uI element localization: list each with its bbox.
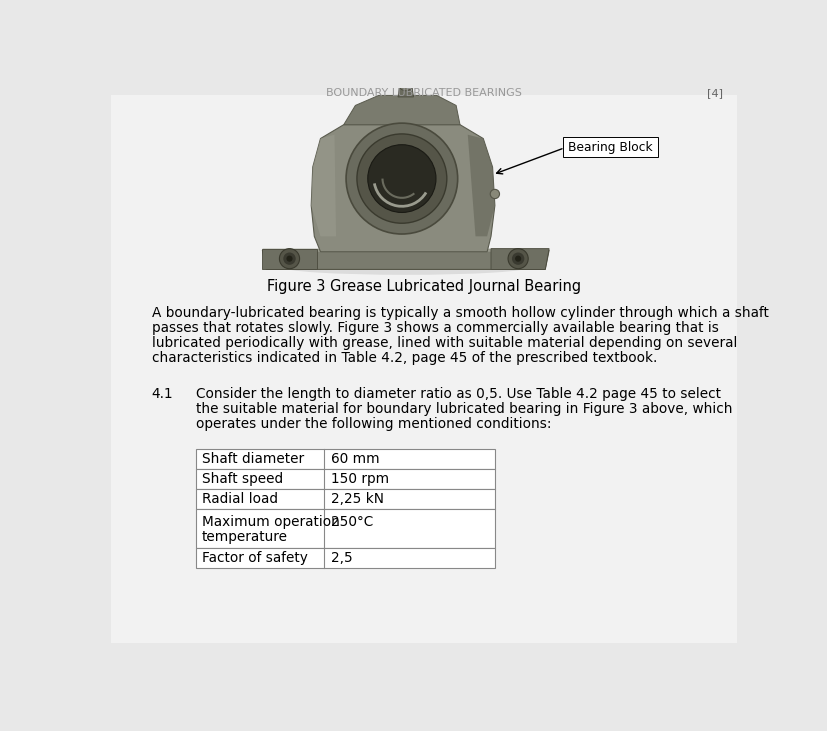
Ellipse shape — [281, 260, 529, 275]
Circle shape — [367, 145, 436, 213]
Circle shape — [508, 249, 528, 269]
Polygon shape — [262, 249, 316, 270]
Bar — [196, 548, 495, 568]
Polygon shape — [343, 96, 460, 125]
Text: temperature: temperature — [202, 531, 288, 545]
Bar — [196, 450, 495, 469]
Text: lubricated periodically with grease, lined with suitable material depending on s: lubricated periodically with grease, lin… — [151, 336, 736, 349]
Bar — [196, 469, 495, 489]
Text: 2,25 kN: 2,25 kN — [330, 492, 383, 507]
Bar — [196, 489, 495, 510]
Circle shape — [356, 134, 447, 223]
Text: 60 mm: 60 mm — [330, 452, 379, 466]
Text: Shaft speed: Shaft speed — [202, 472, 283, 486]
Text: Radial load: Radial load — [202, 492, 278, 507]
Circle shape — [279, 249, 299, 269]
Circle shape — [399, 77, 412, 91]
Text: the suitable material for boundary lubricated bearing in Figure 3 above, which: the suitable material for boundary lubri… — [196, 402, 732, 416]
Polygon shape — [311, 135, 336, 236]
Text: Bearing Block: Bearing Block — [567, 140, 652, 154]
Text: Shaft diameter: Shaft diameter — [202, 452, 304, 466]
Text: passes that rotates slowly. Figure 3 shows a commercially available bearing that: passes that rotates slowly. Figure 3 sho… — [151, 321, 718, 335]
Text: 250°C: 250°C — [330, 515, 372, 529]
Text: Figure 3 Grease Lubricated Journal Bearing: Figure 3 Grease Lubricated Journal Beari… — [267, 279, 581, 295]
Text: 2,5: 2,5 — [330, 550, 352, 565]
Text: 4.1: 4.1 — [151, 387, 173, 401]
FancyBboxPatch shape — [562, 137, 657, 157]
Text: Consider the length to diameter ratio as 0,5. Use Table 4.2 page 45 to select: Consider the length to diameter ratio as… — [196, 387, 720, 401]
Polygon shape — [262, 250, 548, 270]
Circle shape — [346, 123, 457, 234]
Circle shape — [286, 256, 292, 262]
Polygon shape — [262, 249, 548, 251]
Text: Factor of safety: Factor of safety — [202, 550, 308, 565]
Text: BOUNDARY LUBRICATED BEARINGS: BOUNDARY LUBRICATED BEARINGS — [326, 88, 522, 98]
Polygon shape — [490, 249, 548, 270]
Circle shape — [283, 252, 295, 265]
Text: characteristics indicated in Table 4.2, page 45 of the prescribed textbook.: characteristics indicated in Table 4.2, … — [151, 351, 656, 365]
Text: operates under the following mentioned conditions:: operates under the following mentioned c… — [196, 417, 552, 431]
Text: Maximum operation: Maximum operation — [202, 515, 339, 529]
Text: [4]: [4] — [706, 88, 723, 98]
Text: 150 rpm: 150 rpm — [330, 472, 388, 486]
Polygon shape — [311, 125, 495, 251]
Text: A boundary-lubricated bearing is typically a smooth hollow cylinder through whic: A boundary-lubricated bearing is typical… — [151, 306, 767, 319]
Circle shape — [514, 256, 520, 262]
Bar — [196, 510, 495, 548]
Polygon shape — [398, 86, 413, 97]
Circle shape — [490, 189, 499, 199]
Circle shape — [511, 252, 523, 265]
Polygon shape — [467, 135, 495, 236]
